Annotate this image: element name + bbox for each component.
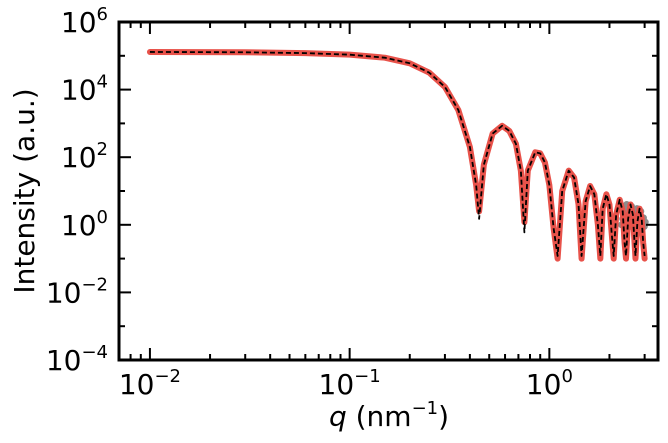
y-axis-label: Intensity (a.u.)	[8, 88, 41, 293]
y-tick-label: 10−4	[46, 342, 108, 377]
y-tick-label: 102	[61, 139, 108, 174]
x-axis-unit-exp: −1	[412, 398, 439, 419]
tick-labels-layer: 10−2 10−1 100 10−4 10−2 100 102 104 106	[46, 4, 573, 401]
x-tick-label: 10−1	[319, 366, 381, 401]
x-tick-label: 100	[526, 366, 573, 401]
series-layer	[146, 48, 649, 262]
x-axis-unit-suffix: )	[438, 400, 449, 433]
ticks-layer	[118, 21, 658, 361]
x-tick-label: 10−2	[119, 366, 181, 401]
x-axis-unit-prefix: (nm	[347, 400, 412, 433]
y-tick-label: 104	[61, 72, 108, 107]
x-axis-label: q (nm−1)	[329, 398, 449, 433]
x-axis-symbol: q	[329, 400, 347, 433]
y-tick-label: 100	[61, 207, 108, 242]
y-tick-label: 106	[61, 4, 108, 39]
y-tick-label: 10−2	[46, 274, 108, 309]
series-line-fit	[149, 51, 646, 257]
series-line-measured	[146, 48, 648, 262]
